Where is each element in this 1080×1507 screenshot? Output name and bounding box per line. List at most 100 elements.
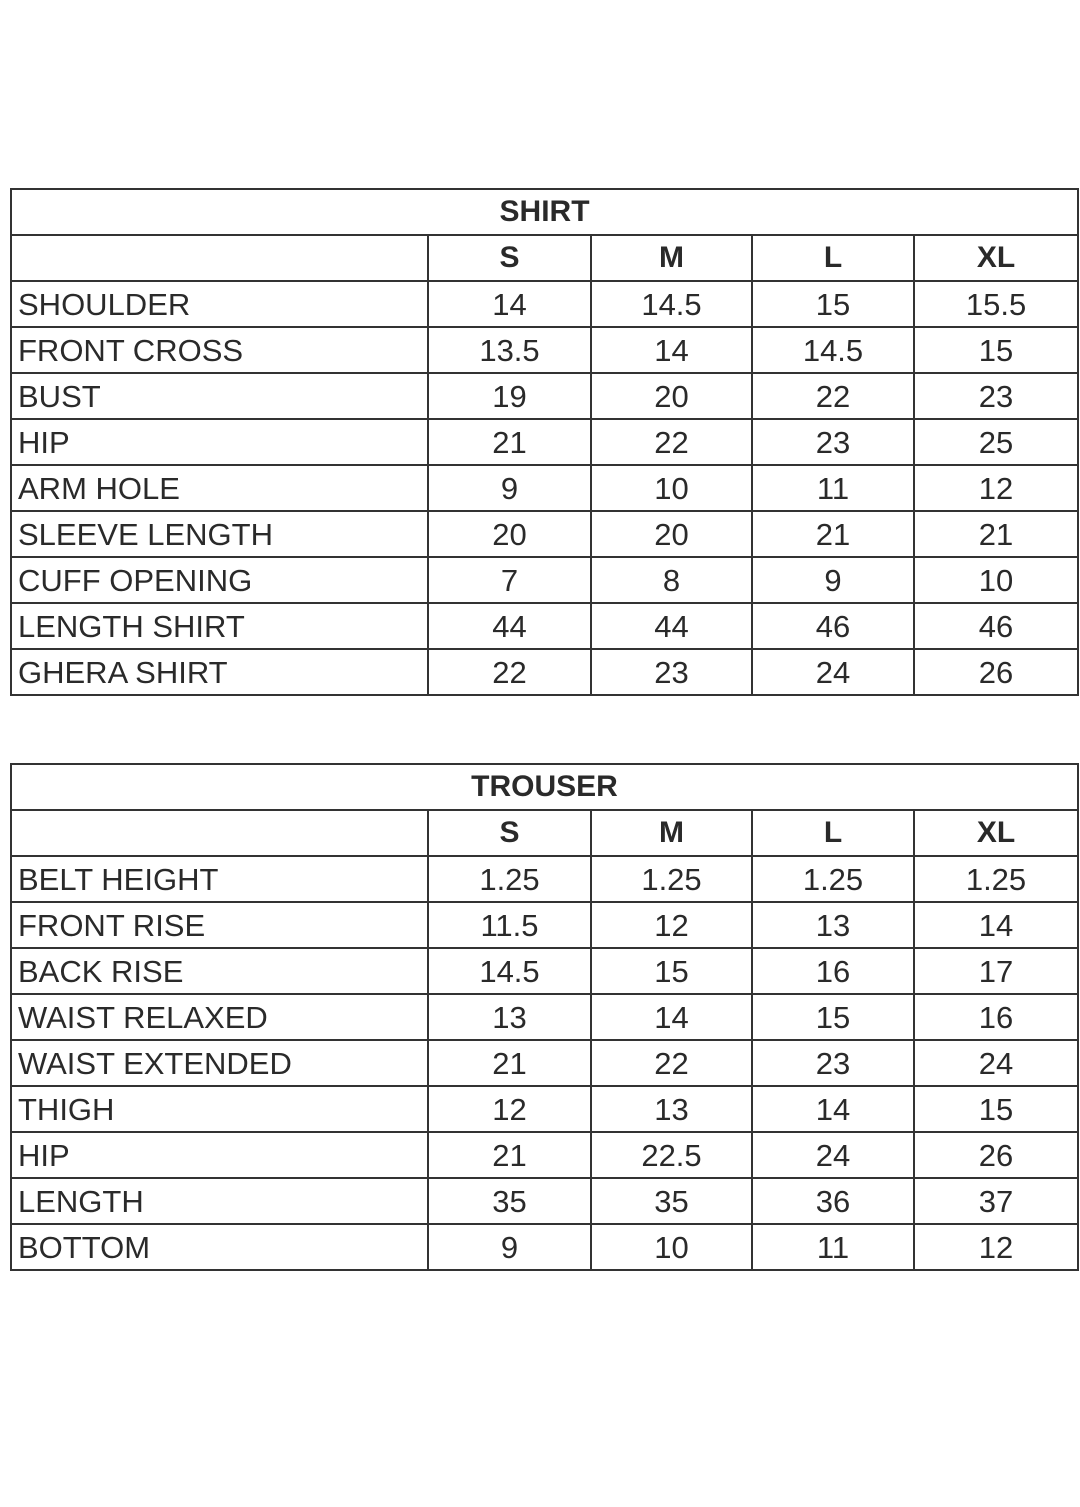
measurement-label: FRONT RISE: [10, 901, 429, 949]
size-header: S: [427, 809, 592, 857]
table-row: THIGH 12 13 14 15: [10, 1085, 1080, 1133]
measurement-value: 26: [912, 1131, 1080, 1179]
measurement-label: HIP: [10, 418, 429, 466]
measurement-label: GHERA SHIRT: [10, 648, 429, 696]
measurement-value: 35: [590, 1177, 753, 1225]
measurement-value: 14: [590, 326, 753, 374]
table-title: SHIRT: [9, 188, 1080, 236]
measurement-value: 12: [912, 1223, 1080, 1271]
measurement-value: 21: [427, 418, 592, 466]
size-header-row: S M L XL: [10, 809, 1080, 857]
measurement-value: 21: [427, 1131, 592, 1179]
table-row: WAIST EXTENDED 21 22 23 24: [10, 1039, 1080, 1087]
measurement-value: 20: [590, 372, 753, 420]
measurement-value: 1.25: [427, 855, 592, 903]
measurement-value: 9: [427, 464, 592, 512]
measurement-value: 14: [751, 1085, 915, 1133]
table-row: FRONT RISE 11.5 12 13 14: [10, 901, 1080, 949]
measurement-value: 11.5: [427, 901, 592, 949]
measurement-value: 15.5: [912, 280, 1080, 328]
measurement-value: 46: [912, 602, 1080, 650]
measurement-value: 26: [912, 648, 1080, 696]
size-header: M: [590, 234, 753, 282]
size-header: M: [590, 809, 753, 857]
measurement-label: THIGH: [10, 1085, 429, 1133]
table-row: HIP 21 22 23 25: [10, 418, 1080, 466]
table-row: ARM HOLE 9 10 11 12: [10, 464, 1080, 512]
measurement-label: SHOULDER: [10, 280, 429, 328]
measurement-value: 1.25: [751, 855, 915, 903]
measurement-value: 44: [590, 602, 753, 650]
measurement-value: 13.5: [427, 326, 592, 374]
measurement-value: 13: [751, 901, 915, 949]
measurement-value: 22: [427, 648, 592, 696]
measurement-value: 21: [751, 510, 915, 558]
size-header: S: [427, 234, 592, 282]
measurement-label: WAIST RELAXED: [10, 993, 429, 1041]
measurement-value: 7: [427, 556, 592, 604]
measurement-value: 22: [751, 372, 915, 420]
table-title-row: SHIRT: [9, 188, 1080, 236]
measurement-value: 15: [912, 1085, 1080, 1133]
table-row: LENGTH SHIRT 44 44 46 46: [10, 602, 1080, 650]
measurement-value: 24: [751, 1131, 915, 1179]
measurement-value: 15: [912, 326, 1080, 374]
measurement-label: LENGTH SHIRT: [10, 602, 429, 650]
measurement-value: 15: [590, 947, 753, 995]
measurement-value: 11: [751, 464, 915, 512]
table-row: BOTTOM 9 10 11 12: [10, 1223, 1080, 1271]
measurement-value: 14: [590, 993, 753, 1041]
table-row: GHERA SHIRT 22 23 24 26: [10, 648, 1080, 696]
measurement-value: 14: [912, 901, 1080, 949]
measurement-value: 24: [912, 1039, 1080, 1087]
size-header: L: [751, 809, 915, 857]
measurement-value: 46: [751, 602, 915, 650]
measurement-value: 12: [590, 901, 753, 949]
measurement-value: 10: [590, 464, 753, 512]
table-row: LENGTH 35 35 36 37: [10, 1177, 1080, 1225]
measurement-value: 9: [751, 556, 915, 604]
measurement-value: 22.5: [590, 1131, 753, 1179]
measurement-value: 22: [590, 1039, 753, 1087]
measurement-value: 17: [912, 947, 1080, 995]
table-row: BACK RISE 14.5 15 16 17: [10, 947, 1080, 995]
measurement-label: SLEEVE LENGTH: [10, 510, 429, 558]
measurement-label: CUFF OPENING: [10, 556, 429, 604]
measurement-value: 14: [427, 280, 592, 328]
measurement-value: 8: [590, 556, 753, 604]
measurement-value: 16: [912, 993, 1080, 1041]
empty-header-cell: [10, 234, 429, 282]
measurement-label: FRONT CROSS: [10, 326, 429, 374]
measurement-value: 9: [427, 1223, 592, 1271]
measurement-value: 12: [912, 464, 1080, 512]
measurement-value: 1.25: [912, 855, 1080, 903]
table-row: HIP 21 22.5 24 26: [10, 1131, 1080, 1179]
measurement-value: 23: [751, 418, 915, 466]
measurement-value: 21: [427, 1039, 592, 1087]
measurement-value: 13: [427, 993, 592, 1041]
measurement-label: BUST: [10, 372, 429, 420]
measurement-value: 35: [427, 1177, 592, 1225]
measurement-value: 11: [751, 1223, 915, 1271]
table-row: WAIST RELAXED 13 14 15 16: [10, 993, 1080, 1041]
measurement-value: 14.5: [751, 326, 915, 374]
measurement-value: 12: [427, 1085, 592, 1133]
measurement-value: 10: [590, 1223, 753, 1271]
measurement-label: LENGTH: [10, 1177, 429, 1225]
measurement-label: ARM HOLE: [10, 464, 429, 512]
table-title: TROUSER: [9, 763, 1080, 811]
table-row: BUST 19 20 22 23: [10, 372, 1080, 420]
measurement-value: 23: [912, 372, 1080, 420]
empty-header-cell: [10, 809, 429, 857]
measurement-value: 20: [427, 510, 592, 558]
table-row: FRONT CROSS 13.5 14 14.5 15: [10, 326, 1080, 374]
measurement-value: 24: [751, 648, 915, 696]
measurement-label: BELT HEIGHT: [10, 855, 429, 903]
size-header: XL: [912, 234, 1080, 282]
measurement-value: 14.5: [427, 947, 592, 995]
table-title-row: TROUSER: [9, 763, 1080, 811]
measurement-value: 10: [912, 556, 1080, 604]
measurement-value: 22: [590, 418, 753, 466]
shirt-size-table: SHIRT S M L XL SHOULDER 14 14.5 15 15.5 FRONT CROS…: [9, 188, 1080, 696]
trouser-size-table: TROUSER S M L XL BELT HEIGHT 1.25 1.25 1.25 1.25 F…: [9, 763, 1080, 1271]
